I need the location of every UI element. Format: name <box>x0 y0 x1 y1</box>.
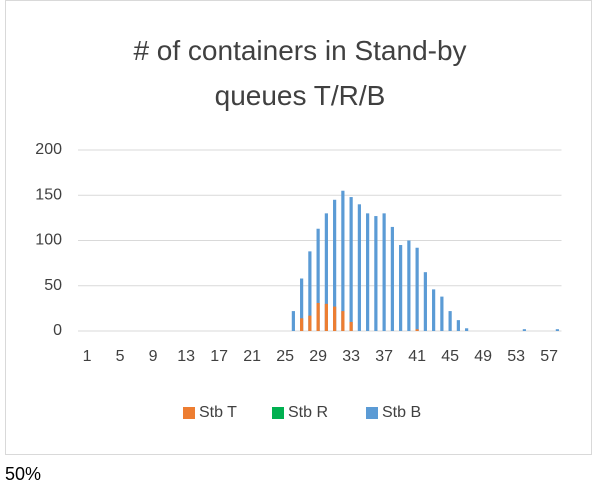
chart-title: # of containers in Stand-by queues T/R/B <box>133 35 467 111</box>
legend-label: Stb R <box>288 404 328 421</box>
bar <box>333 199 337 331</box>
bar <box>366 213 370 331</box>
y-tick-label: 200 <box>35 141 62 158</box>
x-tick-label: 5 <box>116 348 125 365</box>
bar <box>291 311 295 331</box>
bar <box>415 329 419 331</box>
chart: 0 50 100 150 200 1 5 9 13 17 21 25 29 33 37 41 45 49 53 57 S… <box>35 141 562 421</box>
x-tick-label: 25 <box>276 348 294 365</box>
legend-label: Stb B <box>382 404 421 421</box>
bar <box>407 240 411 331</box>
x-tick-label: 9 <box>149 348 158 365</box>
x-tick-label: 17 <box>210 348 228 365</box>
x-tick-label: 21 <box>243 348 261 365</box>
bar <box>300 318 304 331</box>
bar <box>308 251 312 331</box>
bar <box>374 216 378 331</box>
bar <box>465 328 469 331</box>
bar <box>522 329 526 331</box>
bar <box>300 278 304 331</box>
y-tick-label: 50 <box>44 277 62 294</box>
bar <box>324 303 328 331</box>
y-tick-label: 150 <box>35 186 62 203</box>
bar <box>423 272 427 331</box>
bar <box>341 190 345 331</box>
bar <box>357 204 361 331</box>
legend-swatch <box>272 407 284 419</box>
bar <box>456 320 460 331</box>
x-tick-label: 29 <box>309 348 327 365</box>
x-tick-label: 45 <box>441 348 459 365</box>
bar <box>440 296 444 331</box>
x-tick-label: 33 <box>342 348 360 365</box>
legend-swatch <box>366 407 378 419</box>
bar <box>316 228 320 331</box>
x-tick-label: 13 <box>177 348 195 365</box>
zoom-label: 50% <box>5 464 42 484</box>
bar <box>555 329 559 331</box>
bar <box>399 245 403 331</box>
y-tick-label: 100 <box>35 232 62 249</box>
x-tick-label: 37 <box>375 348 393 365</box>
bar <box>349 321 353 331</box>
bar <box>432 289 436 331</box>
bar <box>308 315 312 331</box>
bar <box>390 226 394 331</box>
legend-label: Stb T <box>199 404 237 421</box>
bar <box>349 197 353 331</box>
bar <box>415 247 419 331</box>
x-tick-label: 49 <box>474 348 492 365</box>
x-tick-label: 53 <box>507 348 525 365</box>
chart-frame <box>5 0 592 455</box>
x-tick-label: 1 <box>83 348 92 365</box>
legend-swatch <box>183 407 195 419</box>
x-tick-label: 57 <box>540 348 558 365</box>
bar <box>448 311 452 331</box>
bar <box>382 213 386 331</box>
y-tick-label: 0 <box>53 322 62 339</box>
bar <box>316 302 320 331</box>
bar <box>341 311 345 331</box>
x-tick-label: 41 <box>408 348 426 365</box>
bar <box>324 213 328 331</box>
bar <box>333 306 337 331</box>
